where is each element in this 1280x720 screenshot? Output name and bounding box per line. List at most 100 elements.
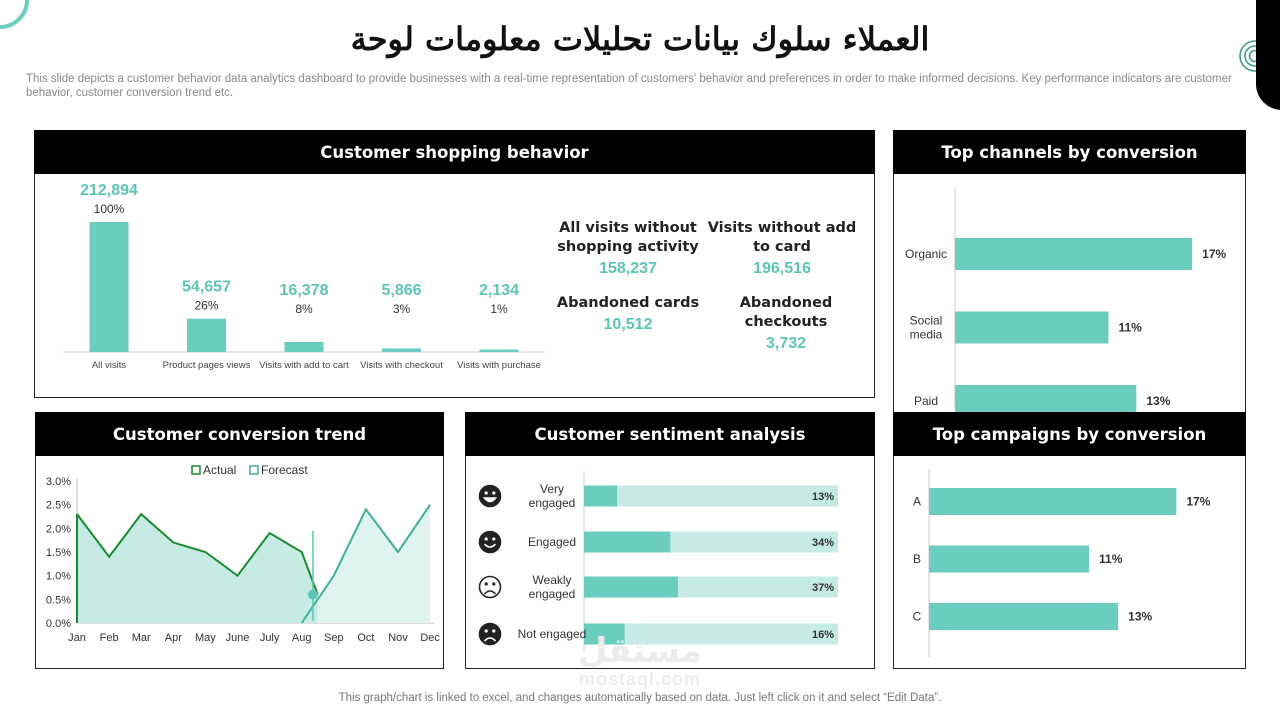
category-label: Engaged <box>528 535 576 549</box>
face-mouth <box>484 637 496 642</box>
y-tick-label: 2.0% <box>46 523 71 535</box>
top-campaigns-chart[interactable]: 17% A 11% B 13% C <box>894 457 1245 668</box>
kpi-value: 3,732 <box>765 335 807 352</box>
face-mouth <box>482 497 498 503</box>
frown-face-icon <box>478 622 502 646</box>
smile-face-icon <box>478 530 502 554</box>
sad-face-icon <box>478 575 502 599</box>
bar-value-label: 13% <box>1146 394 1170 408</box>
actual-area <box>77 514 318 623</box>
x-tick-label: June <box>226 632 250 644</box>
shopping-behavior-title: Customer shopping behavior <box>34 130 875 174</box>
funnel-bar <box>382 348 421 352</box>
watermark-arabic: مستقل <box>577 631 703 671</box>
legend-forecast-swatch <box>249 465 259 475</box>
category-label: C <box>913 610 922 624</box>
category-label: A <box>913 495 921 509</box>
shopping-behavior-panel: Customer shopping behavior 212,894 100% Al… <box>34 130 875 398</box>
bar-value-label: 17% <box>1186 495 1210 509</box>
category-label: Not engaged <box>518 627 587 641</box>
sentiment-bar-fill <box>584 623 625 645</box>
bar-value-label: 5,866 <box>381 282 421 299</box>
sentiment-bar-fill <box>584 576 678 598</box>
face-eye <box>484 537 488 541</box>
sentiment-analysis-panel: Customer sentiment analysis 13% Very engag… <box>465 412 875 669</box>
sentiment-analysis-chart[interactable]: 13%Veryengaged34%Engaged37%Weaklyengaged… <box>466 457 874 668</box>
y-tick-label: 0.5% <box>46 594 71 606</box>
face-outline <box>478 530 502 554</box>
category-label: Paid <box>914 394 938 408</box>
h-bar <box>955 238 1193 270</box>
bar-value-label: 11% <box>1118 321 1142 335</box>
category-label: Product pages views <box>163 360 251 371</box>
h-bar <box>955 311 1109 344</box>
funnel-bar <box>89 222 129 352</box>
top-campaigns-panel: Top campaigns by conversion 17% A 11% B 13% C <box>893 412 1246 669</box>
today-marker-dot <box>307 589 318 600</box>
y-tick-label: 0.0% <box>46 618 71 630</box>
face-eye <box>484 629 488 633</box>
forecast-area <box>301 504 431 623</box>
bar-value-label: 2,134 <box>479 282 519 299</box>
x-tick-label: Jan <box>68 632 86 644</box>
footnote: This graph/chart is linked to excel, and… <box>338 692 942 704</box>
y-tick-label: 1.0% <box>46 571 71 583</box>
category-label: Very <box>540 482 564 496</box>
kpi-value: 196,516 <box>753 260 811 277</box>
legend-actual-swatch <box>191 465 201 475</box>
category-label: All visits <box>92 360 127 371</box>
legend-actual-label: Actual <box>203 463 236 477</box>
kpi-abandoned-checkouts: Abandoned checkouts 3,732 <box>711 294 861 353</box>
conversion-trend-chart[interactable]: 0.0% 0.5% 1.0% 1.5% 2.0% 2.5% 3.0% Jan Feb Mar Apr… <box>36 457 443 668</box>
x-tick-label: Aug <box>292 632 312 644</box>
face-eye <box>484 491 488 495</box>
category-label: media <box>910 328 943 342</box>
category-label: Organic <box>905 247 947 261</box>
watermark-url: mostaql.com <box>578 669 702 689</box>
h-bar <box>955 385 1137 412</box>
x-tick-label: Apr <box>165 632 182 644</box>
sentiment-bar-fill <box>584 531 671 553</box>
bar-percent-label: 100% <box>94 202 125 216</box>
face-eye <box>484 582 488 586</box>
y-tick-label: 2.5% <box>46 500 71 512</box>
conversion-trend-title: Customer conversion trend <box>35 412 444 456</box>
bar-percent-label: 26% <box>194 299 218 313</box>
funnel-bar <box>284 341 324 352</box>
page-description: This slide depicts a customer behavior d… <box>26 73 1232 99</box>
bar-value-label: 16,378 <box>280 282 329 299</box>
x-tick-label: May <box>195 632 216 644</box>
bar-value-label: 17% <box>1202 247 1226 261</box>
kpi-value: 10,512 <box>603 316 653 333</box>
kpi-visits-without-add-to-card: Visits without add to card 196,516 <box>707 219 857 278</box>
top-campaigns-title: Top campaigns by conversion <box>893 412 1246 456</box>
kpi-label: Abandoned cards <box>556 295 700 311</box>
kpi-value: 158,237 <box>599 260 657 277</box>
category-label: Visits with purchase <box>457 360 541 371</box>
category-label: Social <box>910 314 943 328</box>
funnel-bar <box>187 318 226 352</box>
sentiment-bar-track <box>584 485 838 507</box>
face-outline <box>478 622 502 646</box>
shopping-behavior-chart[interactable]: 212,894 100% All visits 54,657 26% Product pa… <box>35 175 555 397</box>
bar-percent-label: 3% <box>393 302 411 316</box>
face-outline <box>478 575 502 599</box>
x-tick-label: Mar <box>132 632 151 644</box>
h-bar <box>929 488 1177 515</box>
face-eye <box>492 629 496 633</box>
bar-value-label: 11% <box>1099 552 1123 566</box>
x-tick-label: Feb <box>100 632 119 644</box>
top-channels-panel: Top channels by conversion 17% Organic 11%… <box>893 130 1246 412</box>
h-bar <box>929 603 1119 630</box>
face-mouth <box>484 590 496 595</box>
bar-value-label: 37% <box>812 582 834 594</box>
kpi-label: All visits without shopping activity <box>557 220 699 255</box>
conversion-trend-panel: Customer conversion trend 0.0% 0.5% 1.0% 1.… <box>35 412 444 669</box>
right-edge-tab-decoration <box>1256 0 1280 110</box>
bar-value-label: 16% <box>812 629 834 641</box>
category-label: engaged <box>529 587 576 601</box>
bar-value-label: 34% <box>812 537 834 549</box>
category-label: engaged <box>529 496 576 510</box>
x-tick-label: Sep <box>324 632 344 644</box>
